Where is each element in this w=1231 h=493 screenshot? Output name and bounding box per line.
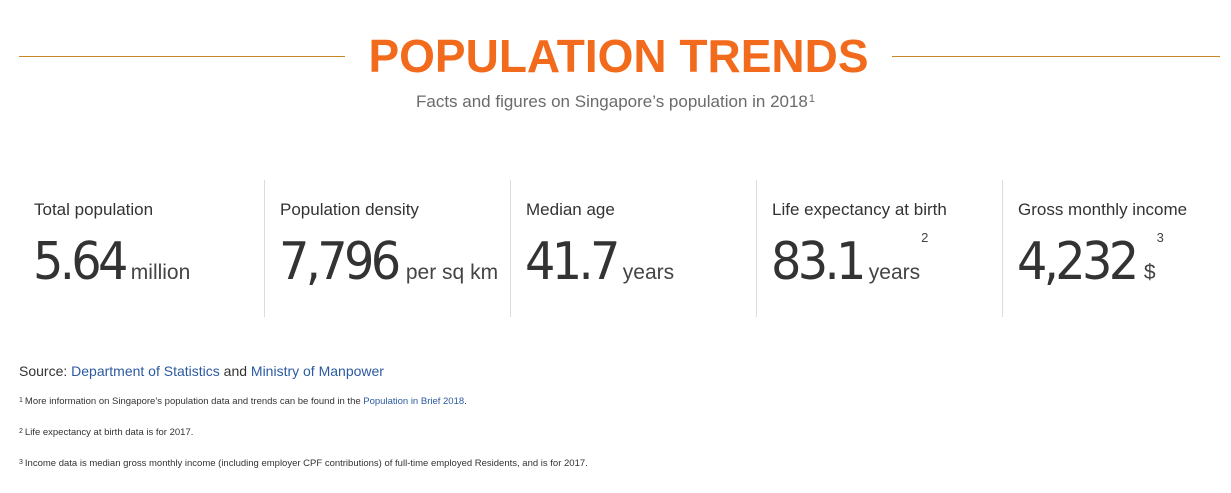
stat-unit: per sq km — [405, 261, 499, 284]
stat-total-population: Total population 5.64 million — [19, 180, 264, 317]
stat-label: Population density — [280, 200, 419, 219]
subtitle-footnote-marker: 1 — [808, 93, 816, 105]
stat-label: Total population — [34, 200, 154, 219]
footnote-text: Income data is median gross monthly inco… — [24, 458, 588, 469]
footnote-1: 1 More information on Singapore’s populat… — [19, 395, 467, 409]
stat-value-group: 83.1 years 2 — [771, 230, 928, 294]
stat-unit: $3 — [1143, 230, 1164, 284]
stat-unit: years 2 — [868, 230, 929, 284]
footnote-marker: 3 — [19, 459, 23, 466]
subtitle-text: Facts and figures on Singapore’s populat… — [415, 92, 808, 111]
footnote-text: More information on Singapore’s populati… — [24, 396, 361, 407]
stat-number: 41.7 — [525, 232, 620, 292]
stat-median-age: Median age 41.7 years — [510, 180, 756, 317]
stat-gross-monthly-income: Gross monthly income 4,232 $3 — [1002, 180, 1231, 317]
footnote-3: 3 Income data is median gross monthly inc… — [19, 457, 588, 471]
stat-number: 7,796 — [279, 232, 401, 292]
stat-unit: million — [130, 261, 191, 284]
header-rule-left — [19, 56, 345, 57]
stat-footnote-marker: 3 — [1156, 230, 1164, 245]
department-of-statistics-link[interactable]: Department of Statistics — [71, 363, 220, 379]
source-prefix: Source: — [19, 363, 68, 379]
stat-value-group: 5.64 million — [33, 230, 190, 294]
stat-value-group: 7,796 per sq km — [279, 230, 498, 294]
stat-label: Median age — [526, 200, 615, 219]
stat-unit-text: $ — [1143, 261, 1156, 284]
footnote-2: 2 Life expectancy at birth data is for 20… — [19, 426, 193, 440]
page-subtitle: Facts and figures on Singapore’s populat… — [0, 90, 1231, 114]
stat-life-expectancy: Life expectancy at birth 83.1 years 2 — [756, 180, 1002, 317]
footnote-marker: 2 — [19, 428, 23, 435]
page-title: POPULATION TRENDS — [368, 30, 869, 82]
stat-population-density: Population density 7,796 per sq km — [264, 180, 510, 317]
source-conjunction: and — [223, 363, 248, 379]
source-line: Source: Department of Statistics and Min… — [19, 361, 384, 381]
population-in-brief-link[interactable]: Population in Brief 2018 — [363, 396, 465, 407]
stat-number: 83.1 — [771, 232, 866, 292]
footnote-text: Life expectancy at birth data is for 201… — [24, 427, 194, 438]
stat-label: Life expectancy at birth — [772, 200, 947, 219]
footnote-marker: 1 — [19, 397, 23, 404]
stat-unit: years — [622, 261, 675, 284]
stat-unit-text: years — [868, 261, 921, 284]
footnote-suffix: . — [464, 396, 467, 407]
stat-number: 5.64 — [33, 232, 128, 292]
stat-value-group: 41.7 years — [525, 230, 674, 294]
page-header: POPULATION TRENDS Facts and figures on S… — [0, 0, 1231, 150]
stats-row: Total population 5.64 million Population … — [19, 180, 1231, 317]
header-rule-right — [892, 56, 1220, 57]
stat-value-group: 4,232 $3 — [1017, 230, 1164, 294]
ministry-of-manpower-link[interactable]: Ministry of Manpower — [250, 363, 384, 379]
stat-label: Gross monthly income — [1018, 200, 1188, 219]
stat-number: 4,232 — [1017, 232, 1139, 292]
stat-footnote-marker: 2 — [921, 230, 929, 245]
